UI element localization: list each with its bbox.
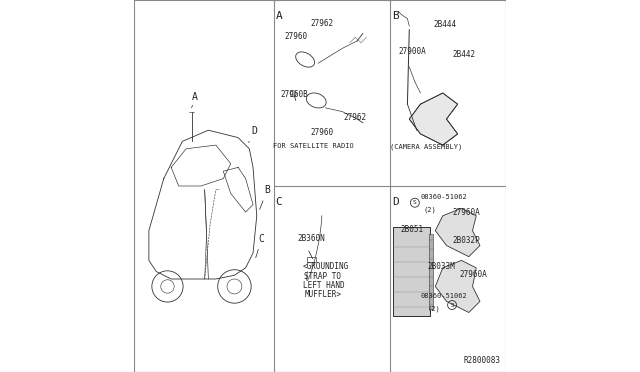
Text: D: D bbox=[249, 126, 257, 142]
Text: B: B bbox=[392, 11, 399, 21]
Text: 27960: 27960 bbox=[284, 32, 307, 41]
Text: MUFFLER>: MUFFLER> bbox=[305, 290, 341, 299]
Polygon shape bbox=[435, 260, 480, 312]
Text: S: S bbox=[413, 200, 417, 205]
Text: A: A bbox=[275, 11, 282, 21]
Text: STRAP TO: STRAP TO bbox=[305, 272, 341, 280]
Text: C: C bbox=[256, 234, 264, 258]
Text: 2B051: 2B051 bbox=[400, 225, 423, 234]
Bar bbox=[307, 257, 316, 262]
Text: 27900A: 27900A bbox=[398, 46, 426, 55]
Bar bbox=[392, 227, 429, 316]
Text: 2B360N: 2B360N bbox=[298, 234, 325, 243]
Text: 27960A: 27960A bbox=[452, 208, 480, 217]
Text: B: B bbox=[260, 185, 270, 209]
Text: 08360-51062: 08360-51062 bbox=[420, 194, 467, 200]
Text: LEFT HAND: LEFT HAND bbox=[303, 281, 344, 290]
Text: 08360-51062: 08360-51062 bbox=[420, 294, 467, 299]
Text: (2): (2) bbox=[427, 306, 440, 312]
Text: (CAMERA ASSEMBLY): (CAMERA ASSEMBLY) bbox=[390, 143, 462, 150]
Text: 27962: 27962 bbox=[344, 113, 367, 122]
Text: R2800083: R2800083 bbox=[463, 356, 500, 365]
Text: (2): (2) bbox=[424, 206, 436, 213]
Text: 2B442: 2B442 bbox=[452, 50, 475, 59]
Text: 27962: 27962 bbox=[310, 19, 333, 28]
Bar bbox=[429, 234, 433, 309]
Text: 27960: 27960 bbox=[310, 128, 333, 137]
Text: 2B444: 2B444 bbox=[433, 20, 456, 29]
Text: 2B032P: 2B032P bbox=[452, 236, 480, 245]
Text: 27960B: 27960B bbox=[280, 90, 308, 99]
Polygon shape bbox=[410, 93, 458, 145]
Text: 2B033M: 2B033M bbox=[428, 262, 456, 271]
Text: D: D bbox=[392, 197, 399, 207]
Polygon shape bbox=[435, 208, 480, 257]
Text: FOR SATELLITE RADIO: FOR SATELLITE RADIO bbox=[273, 143, 354, 149]
Text: C: C bbox=[275, 197, 282, 207]
Text: 27960A: 27960A bbox=[460, 270, 487, 279]
Text: A: A bbox=[191, 92, 198, 108]
Text: S: S bbox=[450, 302, 454, 308]
Text: <GROUNDING: <GROUNDING bbox=[303, 262, 349, 271]
